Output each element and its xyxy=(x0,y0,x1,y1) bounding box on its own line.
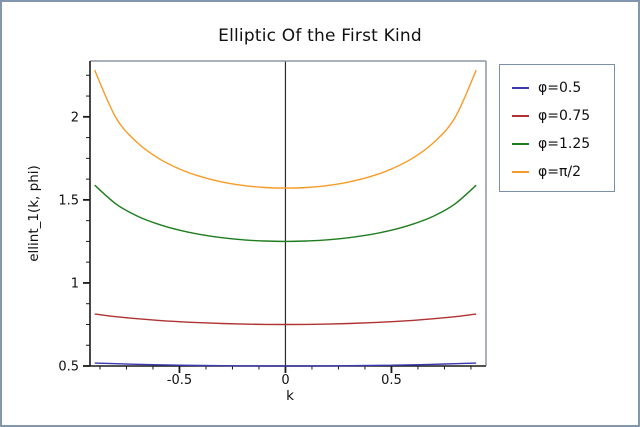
legend-line-icon xyxy=(512,143,529,145)
chart-title: Elliptic Of the First Kind xyxy=(218,26,422,46)
legend-label: φ=0.5 xyxy=(538,80,582,96)
series-curve-3 xyxy=(94,69,477,189)
legend-item-1: φ=0.75 xyxy=(512,102,604,130)
y-tick-label: 1 xyxy=(71,276,79,291)
legend-line-icon xyxy=(512,87,529,89)
series-curve-0 xyxy=(94,362,477,367)
y-tick-label: 0.5 xyxy=(58,360,79,375)
x-tick-label: 0.5 xyxy=(381,373,402,388)
legend-label: φ=1.25 xyxy=(538,136,591,152)
legend: φ=0.5 φ=0.75 φ=1.25 φ=π/2 xyxy=(499,64,615,192)
series-curve-2 xyxy=(94,184,477,243)
legend-line-icon xyxy=(512,171,529,173)
x-tick-label: -0.5 xyxy=(167,373,192,388)
axis-y-label: ellint_1(k, phi) xyxy=(26,165,42,262)
legend-label: φ=0.75 xyxy=(538,108,591,124)
legend-item-2: φ=1.25 xyxy=(512,130,604,158)
y-tick-label: 1.5 xyxy=(58,193,79,208)
y-tick-label: 2 xyxy=(71,110,79,125)
series-curve-1 xyxy=(94,313,477,326)
legend-label: φ=π/2 xyxy=(538,164,582,180)
legend-item-3: φ=π/2 xyxy=(512,158,604,186)
legend-line-icon xyxy=(512,115,529,117)
x-tick-label: 0 xyxy=(281,373,289,388)
legend-item-0: φ=0.5 xyxy=(512,74,604,102)
axis-x-label: k xyxy=(286,388,294,404)
